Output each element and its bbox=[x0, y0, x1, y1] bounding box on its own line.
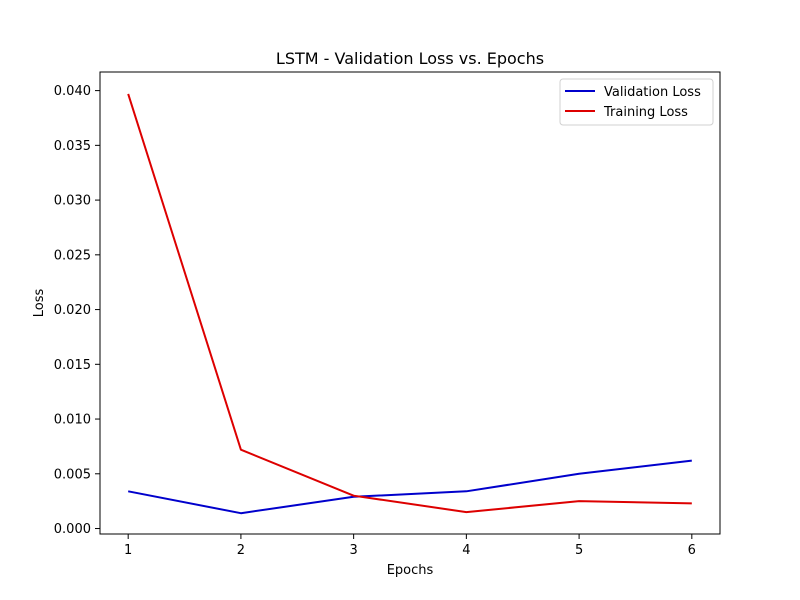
y-axis-label: Loss bbox=[32, 289, 47, 318]
legend: Validation Loss Training Loss bbox=[559, 78, 714, 126]
chart-title: LSTM - Validation Loss vs. Epochs bbox=[276, 49, 544, 68]
legend-label-training-loss: Training Loss bbox=[603, 105, 688, 120]
x-tick-label: 3 bbox=[349, 543, 357, 558]
x-tick-label: 5 bbox=[575, 543, 583, 558]
series-line-validation-loss bbox=[127, 459, 692, 515]
series-line-training-loss bbox=[127, 93, 692, 514]
x-axis-label: Epochs bbox=[387, 563, 434, 578]
legend-label-validation-loss: Validation Loss bbox=[604, 85, 701, 100]
y-tick-label: 0.025 bbox=[54, 248, 91, 263]
y-tick-label: 0.040 bbox=[54, 84, 91, 99]
plot-area bbox=[99, 71, 721, 535]
y-tick-label: 0.000 bbox=[54, 522, 91, 537]
x-tick-label: 1 bbox=[124, 543, 132, 558]
y-tick-label: 0.005 bbox=[54, 467, 91, 482]
x-tick-label: 2 bbox=[237, 543, 245, 558]
y-tick-label: 0.030 bbox=[54, 194, 91, 209]
y-tick-label: 0.035 bbox=[54, 139, 91, 154]
y-axis-ticks: 0.000 0.005 0.010 0.015 0.020 0.025 0.030 0.035… bbox=[54, 84, 100, 537]
x-axis-ticks: 1 2 3 4 5 6 bbox=[124, 534, 696, 558]
y-tick-label: 0.010 bbox=[54, 413, 91, 428]
y-tick-label: 0.015 bbox=[54, 358, 91, 373]
x-tick-label: 6 bbox=[688, 543, 696, 558]
series-lines bbox=[127, 93, 692, 515]
x-tick-label: 4 bbox=[462, 543, 470, 558]
legend-box bbox=[559, 78, 714, 126]
y-tick-label: 0.020 bbox=[54, 303, 91, 318]
